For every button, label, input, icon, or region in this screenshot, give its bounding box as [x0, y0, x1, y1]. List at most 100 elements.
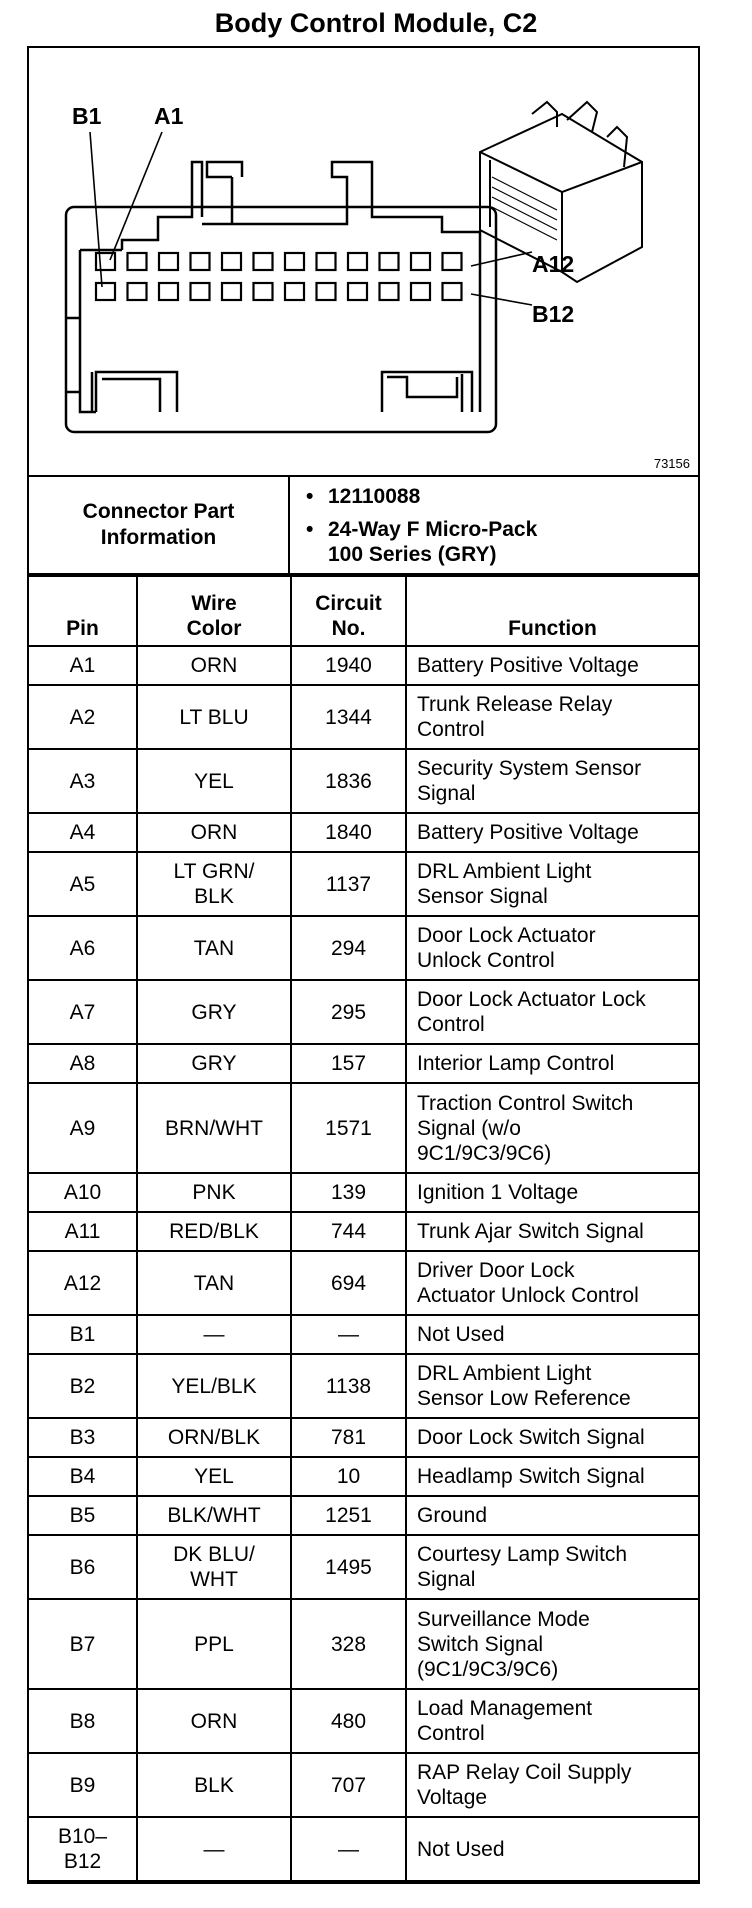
table-row: A1 ORN 1940 Battery Positive Voltage	[29, 646, 698, 686]
wire-color-cell-line: BRN/WHT	[165, 1116, 263, 1140]
connector-outline	[64, 160, 498, 434]
wire-color-cell-line: YEL	[194, 769, 234, 793]
wire-color-cell-line: TAN	[193, 1271, 235, 1295]
header-circuit: Circuit No.	[290, 575, 407, 647]
function-cell: Traction Control Switch Signal (w/o 9C1/9C…	[405, 1082, 698, 1174]
wire-color-cell: GRY	[136, 979, 292, 1045]
table-row: A6 TAN 294 Door Lock Actuator Unlock Control	[29, 915, 698, 981]
label-line: Connector Part	[82, 500, 235, 523]
pin-cell-line: A7	[69, 1000, 96, 1024]
wire-color-cell-line: BLK	[194, 885, 234, 908]
pin-cell-line: A9	[69, 1116, 96, 1140]
pin-cell: B6	[29, 1534, 138, 1600]
pin-cavity	[252, 251, 274, 272]
function-cell-line: Surveillance Mode	[417, 1607, 590, 1631]
connector-info-label: Connector Part Information	[29, 477, 290, 575]
pin-cell: A11	[29, 1211, 138, 1252]
pin-cell-line: B3	[69, 1426, 96, 1449]
wire-color-cell: ORN/BLK	[136, 1417, 292, 1458]
pin-cell: A10	[29, 1172, 138, 1213]
pin-cell-line: A6	[69, 936, 96, 960]
table-row: A9 BRN/WHT 1571 Traction Control Switch Sign…	[29, 1082, 698, 1174]
function-cell: Ground	[405, 1495, 698, 1536]
circuit-cell: 694	[290, 1250, 407, 1316]
circuit-cell: 139	[290, 1172, 407, 1213]
wire-color-cell: GRY	[136, 1043, 292, 1084]
wire-color-cell: —	[136, 1816, 292, 1882]
pin-cavity	[94, 251, 117, 272]
circuit-cell: 10	[290, 1456, 407, 1497]
function-cell-line: Door Lock Actuator Lock	[417, 988, 646, 1011]
function-cell-line: Control	[417, 718, 485, 741]
pin-cell: B7	[29, 1598, 138, 1690]
function-cell-line: Interior Lamp Control	[417, 1052, 615, 1075]
pin-cell: B1	[29, 1314, 138, 1355]
circuit-cell: 1836	[290, 748, 407, 814]
pin-cavity	[441, 251, 463, 272]
pin-cavity	[189, 281, 211, 302]
pin-cavity	[157, 251, 180, 272]
circuit-cell: 157	[290, 1043, 407, 1084]
table-row: B10– B12 — — Not Used	[29, 1816, 698, 1882]
circuit-cell: 328	[290, 1598, 407, 1690]
description-line: 24-Way F Micro-Pack	[328, 517, 538, 541]
wire-color-cell-line: PPL	[194, 1632, 234, 1656]
part-number: 12110088	[306, 484, 698, 509]
pin-cavity	[126, 251, 148, 272]
pin-cell-line: B8	[69, 1709, 96, 1733]
pin-cell-line: B1	[69, 1323, 96, 1346]
table-row: A12 TAN 694 Driver Door Lock Actuator Unlock…	[29, 1250, 698, 1316]
pin-cavity	[94, 281, 117, 302]
circuit-cell: —	[290, 1314, 407, 1355]
wire-color-cell: YEL	[136, 1456, 292, 1497]
wire-color-cell: DK BLU/WHT	[136, 1534, 292, 1600]
function-cell-line: Sensor Signal	[417, 885, 548, 908]
pin-cell: B5	[29, 1495, 138, 1536]
table-row: A2 LT BLU 1344 Trunk Release Relay Control	[29, 684, 698, 750]
wire-color-cell-line: WHT	[190, 1568, 238, 1591]
wire-color-cell-line: LT BLU	[179, 705, 249, 729]
wire-color-cell-line: ORN	[190, 1709, 238, 1733]
function-cell-line: Control	[417, 1722, 485, 1745]
wire-color-cell: ORN	[136, 812, 292, 853]
function-cell-line: Unlock Control	[417, 949, 555, 972]
table-row: A8 GRY 157 Interior Lamp Control	[29, 1043, 698, 1084]
pin-cell-line: A4	[69, 821, 96, 844]
connector-part-info: Connector Part Information 12110088 24-W…	[29, 477, 698, 575]
table-row: B2 YEL/BLK 1138 DRL Ambient Light Sensor Low…	[29, 1353, 698, 1419]
function-cell-line: Signal	[417, 1568, 476, 1591]
connector-isometric-icon	[479, 100, 643, 284]
function-cell: Headlamp Switch Signal	[405, 1456, 698, 1497]
wire-color-cell-line: RED/BLK	[169, 1220, 259, 1243]
pin-cavity	[409, 281, 432, 302]
function-cell: Load Management Control	[405, 1688, 698, 1754]
function-cell: Driver Door Lock Actuator Unlock Control	[405, 1250, 698, 1316]
pin-leader-lines	[89, 131, 533, 306]
pin-cell-line: B12	[63, 1850, 102, 1873]
pin-cell-line: B6	[69, 1555, 96, 1579]
description-line: 100 Series (GRY)	[328, 542, 497, 566]
function-cell-line: Sensor Low Reference	[417, 1387, 631, 1410]
header-pin: Pin	[29, 575, 138, 647]
pin-cell: A7	[29, 979, 138, 1045]
pin-cavity	[409, 251, 432, 272]
table-row: A5 LT GRN/BLK 1137 DRL Ambient Light Sensor …	[29, 851, 698, 917]
table-row: B5 BLK/WHT 1251 Ground	[29, 1495, 698, 1536]
function-cell-line: Not Used	[417, 1323, 505, 1346]
wire-color-cell-line: BLK	[194, 1773, 234, 1797]
function-cell-line: Courtesy Lamp Switch	[417, 1543, 628, 1566]
header-line: Color	[186, 617, 242, 640]
pin-cell-line: B7	[69, 1632, 96, 1656]
pin-cavity	[315, 281, 337, 302]
pin-cavity	[252, 281, 274, 302]
pin-cell-line: A10	[63, 1181, 102, 1204]
pin-cell-line: B5	[69, 1504, 96, 1527]
function-cell-line: Trunk Release Relay	[417, 693, 613, 716]
pin-cell: A9	[29, 1082, 138, 1174]
function-cell-line: RAP Relay Coil Supply	[417, 1761, 632, 1784]
function-cell-line: Door Lock Actuator	[417, 924, 596, 947]
table-row: B1 — — Not Used	[29, 1314, 698, 1355]
function-cell-line: Door Lock Switch Signal	[417, 1426, 645, 1449]
function-cell-line: DRL Ambient Light	[417, 1362, 592, 1385]
function-cell-line: Signal (w/o	[417, 1116, 521, 1140]
